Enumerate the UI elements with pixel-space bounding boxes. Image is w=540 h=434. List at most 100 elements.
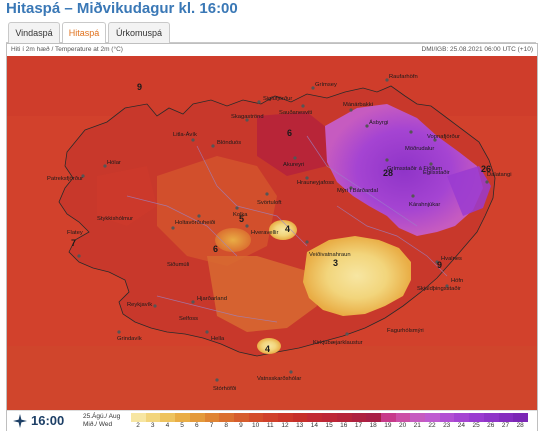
scale-swatch bbox=[219, 413, 235, 422]
scale-label: 4 bbox=[165, 422, 170, 429]
place-label: Vatnsskarðshólar bbox=[257, 375, 301, 382]
place-label: Siglufjörður bbox=[263, 95, 292, 102]
forecast-date: 25.Ágú./ Aug Mið./ Wed bbox=[83, 413, 121, 428]
temperature-value: 5 bbox=[239, 214, 244, 224]
page-title: Hitaspá – Miðvikudagur kl. 16:00 bbox=[6, 0, 238, 17]
scale-label: 19 bbox=[384, 422, 392, 429]
place-label: Egilsstaðir bbox=[423, 169, 450, 176]
place-label: Fagurhólsmýri bbox=[387, 328, 424, 334]
scale-label: 6 bbox=[194, 422, 199, 429]
model-run-label: DMI/IGB: 25.08.2021 06:00 UTC (+10) bbox=[421, 46, 533, 53]
place-label: Hrauneyjafoss bbox=[297, 180, 334, 186]
scale-label: 26 bbox=[487, 422, 495, 429]
temperature-value: 4 bbox=[285, 224, 290, 234]
scale-label: 3 bbox=[150, 422, 155, 429]
temperature-map[interactable]: Grímsey Raufarhöfn Siglufjörður Sauðanes… bbox=[7, 56, 537, 410]
place-label: Grindavík bbox=[117, 336, 142, 342]
scale-swatch bbox=[322, 413, 338, 422]
scale-swatch bbox=[410, 413, 426, 422]
place-label: Siðumúli bbox=[167, 261, 189, 268]
scale-swatch bbox=[248, 413, 264, 422]
scale-swatch bbox=[189, 413, 205, 422]
scale-swatch bbox=[498, 413, 514, 422]
temperature-value: 9 bbox=[437, 260, 442, 270]
scale-swatch bbox=[366, 413, 382, 422]
place-label: Dalatangi bbox=[487, 172, 512, 178]
scale-label: 13 bbox=[296, 422, 304, 429]
place-label: Svörtuloft bbox=[257, 200, 282, 206]
place-label: Möðrudalur bbox=[405, 145, 434, 152]
place-label: Hvalnes bbox=[441, 256, 462, 262]
place-label: Ásbyrgi bbox=[369, 119, 388, 126]
place-label: Grímsstaðir á Fjöllum bbox=[387, 165, 442, 172]
scale-label: 11 bbox=[266, 422, 274, 429]
temperature-value: 28 bbox=[383, 168, 393, 178]
temperature-legend: 16:00 25.Ágú./ Aug Mið./ Wed 2 3 4 5 6 7 8 9 10 1… bbox=[7, 410, 537, 431]
scale-swatch bbox=[395, 413, 411, 422]
place-label: Stykkishólmur bbox=[97, 216, 133, 222]
place-label: Flatey bbox=[67, 230, 83, 236]
tab-urkomuspa[interactable]: Úrkomuspá bbox=[108, 22, 170, 43]
tab-vindaspa[interactable]: Vindaspá bbox=[8, 22, 60, 43]
scale-label: 23 bbox=[443, 422, 451, 429]
scale-swatch bbox=[380, 413, 396, 422]
place-label: Skagaströnd bbox=[231, 114, 264, 120]
warm-area-northeast bbox=[325, 104, 483, 236]
scale-swatch bbox=[336, 413, 352, 422]
scale-swatch bbox=[351, 413, 367, 422]
tab-hitaspa[interactable]: Hitaspá bbox=[62, 22, 106, 44]
cool-area-vatnajokull bbox=[303, 236, 411, 316]
place-label: Akureyri bbox=[283, 162, 304, 168]
scale-label: 18 bbox=[369, 422, 377, 429]
temperature-value: 7 bbox=[71, 238, 76, 248]
place-label: Stórhöfði bbox=[213, 385, 236, 392]
scale-swatch bbox=[307, 413, 323, 422]
scale-swatch bbox=[204, 413, 220, 422]
scale-swatch bbox=[439, 413, 455, 422]
temperature-value: 26 bbox=[481, 164, 491, 174]
place-label: Hella bbox=[211, 336, 225, 342]
scale-label: 22 bbox=[428, 422, 436, 429]
place-label: Hjarðarland bbox=[197, 295, 227, 302]
place-label: Veiðivatnahraun bbox=[309, 251, 351, 258]
place-label: Kolka bbox=[233, 212, 248, 218]
scale-label: 5 bbox=[180, 422, 184, 429]
place-label: Hveravellir bbox=[251, 230, 278, 236]
forecast-tabs: Vindaspá Hitaspá Úrkomuspá bbox=[6, 22, 536, 44]
scale-label: 21 bbox=[413, 422, 421, 429]
scale-label: 15 bbox=[325, 422, 333, 429]
place-label: Kirkjubæjarklaustur bbox=[313, 340, 363, 346]
temperature-value: 3 bbox=[333, 258, 338, 268]
scale-swatch bbox=[131, 413, 146, 422]
place-label: Blönduós bbox=[217, 140, 241, 146]
scale-swatch bbox=[454, 413, 470, 422]
scale-label: 25 bbox=[472, 422, 480, 429]
scale-label: 20 bbox=[398, 422, 407, 429]
place-label: Mýri í Bárðardal bbox=[337, 187, 378, 194]
scale-label: 27 bbox=[501, 422, 510, 429]
place-label: Raufarhöfn bbox=[389, 74, 418, 80]
scale-swatch bbox=[175, 413, 191, 422]
place-label: Höfn bbox=[451, 278, 463, 284]
scale-label: 8 bbox=[224, 422, 228, 429]
place-label: Grímsey bbox=[315, 82, 337, 88]
scale-label: 24 bbox=[457, 422, 465, 429]
wind-compass-icon bbox=[13, 414, 27, 428]
scale-label: 16 bbox=[340, 422, 348, 429]
place-label: Sauðanesviti bbox=[279, 109, 312, 116]
place-label: Vopnafjörður bbox=[427, 133, 460, 140]
place-label: Mánárbakki bbox=[343, 102, 373, 108]
scale-label: 9 bbox=[239, 422, 243, 429]
scale-swatch bbox=[292, 413, 308, 422]
temperature-value: 6 bbox=[287, 128, 292, 138]
map-variable-label: Hiti í 2m hæð / Temperature at 2m (°C) bbox=[11, 46, 123, 53]
scale-swatch bbox=[425, 413, 440, 422]
temperature-value: 6 bbox=[213, 244, 218, 254]
place-label: Patreksfjörður bbox=[47, 175, 83, 182]
scale-label: 7 bbox=[209, 422, 214, 429]
place-label: Holtavörðuheiði bbox=[175, 219, 215, 226]
scale-swatch bbox=[513, 413, 529, 422]
scale-swatch bbox=[263, 413, 279, 422]
temperature-map-panel: Hiti í 2m hæð / Temperature at 2m (°C) D… bbox=[6, 43, 538, 431]
place-label: Kárahnjúkar bbox=[409, 202, 440, 208]
